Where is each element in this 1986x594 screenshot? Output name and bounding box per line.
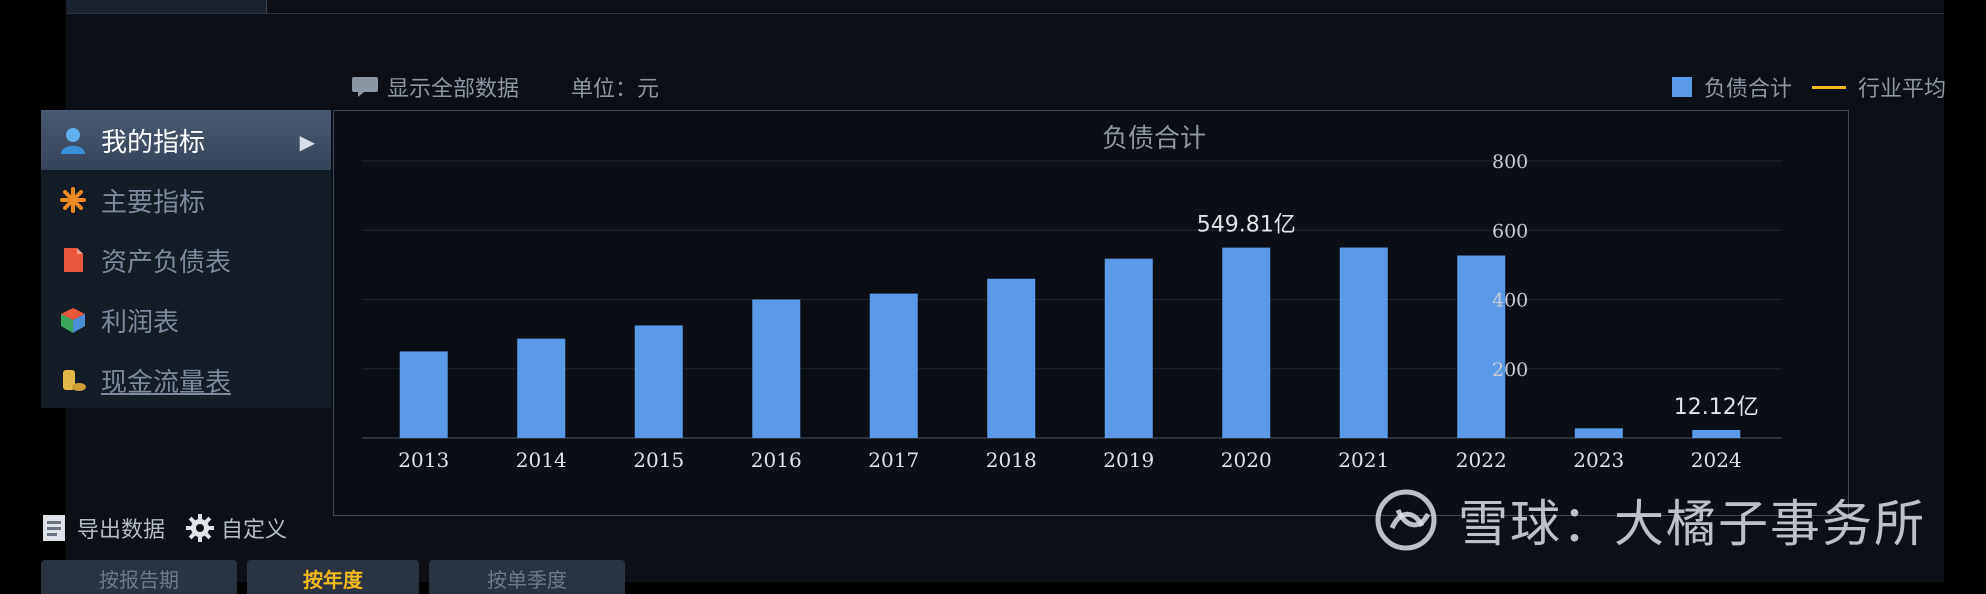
x-tick-label: 2014	[516, 448, 567, 472]
y-tick-label: 200	[1492, 359, 1528, 381]
chart-toolbar: 显示全部数据 单位：元	[352, 72, 659, 102]
bar-2021[interactable]	[1339, 247, 1388, 438]
bar-2023[interactable]	[1574, 428, 1623, 438]
cube-icon	[61, 308, 85, 333]
top-tab[interactable]	[66, 0, 267, 13]
document-icon	[64, 248, 83, 272]
y-tick-label: 800	[1492, 151, 1528, 173]
bar-2022[interactable]	[1457, 255, 1506, 438]
bar-2015[interactable]	[634, 325, 683, 438]
bar-2017[interactable]	[869, 293, 918, 438]
asterisk-icon	[60, 187, 86, 213]
user-icon	[61, 128, 85, 154]
bar-2019[interactable]	[1104, 258, 1153, 438]
tab-by-report-period[interactable]: 按报告期	[41, 560, 237, 594]
customize-label: 自定义	[221, 518, 288, 543]
tab-by-year[interactable]: 按年度	[247, 560, 419, 594]
x-tick-label: 2022	[1456, 448, 1507, 472]
x-tick-label: 2016	[751, 448, 802, 472]
tab-by-quarter[interactable]: 按单季度	[429, 560, 625, 594]
sidebar-item-my-indicators[interactable]: 我的指标 ▶	[41, 110, 331, 170]
legend-line-industry-avg[interactable]	[1811, 85, 1846, 89]
sidebar-item-balance-sheet[interactable]: 资产负债表	[41, 230, 331, 290]
sidebar-item-income-statement[interactable]: 利润表	[41, 290, 331, 350]
bar-2020[interactable]	[1222, 247, 1271, 438]
bar-2014[interactable]	[517, 338, 566, 438]
chart-title: 负债合计	[1102, 124, 1206, 154]
chart-tools: 导出数据 自定义	[41, 510, 307, 546]
y-tick-label: 600	[1492, 220, 1528, 242]
x-tick-label: 2020	[1221, 448, 1272, 472]
x-tick-label: 2017	[868, 448, 919, 472]
comment-icon[interactable]	[352, 77, 378, 97]
bar-2013[interactable]	[399, 351, 448, 438]
bar-2018[interactable]	[987, 278, 1036, 438]
chevron-right-icon: ▶	[299, 130, 315, 154]
top-divider	[66, 13, 1944, 14]
data-label: 12.12亿	[1674, 395, 1759, 420]
export-data-button[interactable]: 导出数据	[41, 512, 165, 544]
sidebar-item-main-indicators[interactable]: 主要指标	[41, 170, 331, 230]
legend-label-industry-avg[interactable]: 行业平均	[1857, 77, 1946, 102]
x-tick-label: 2021	[1338, 448, 1389, 472]
watermark-text: 雪球：大橘子事务所	[1458, 495, 1926, 553]
sidebar: 我的指标 ▶ 主要指标 资产负债表 利润表 现金流量表	[41, 110, 331, 408]
sidebar-item-label: 主要指标	[101, 187, 206, 218]
customize-button[interactable]: 自定义	[185, 512, 287, 544]
sidebar-item-label: 利润表	[101, 307, 180, 338]
sidebar-item-label: 我的指标	[101, 127, 206, 158]
sidebar-item-cash-flow[interactable]: 现金流量表	[41, 350, 331, 410]
gear-icon	[186, 514, 215, 542]
sidebar-item-label: 现金流量表	[101, 367, 232, 398]
unit-label: 单位：元	[571, 77, 660, 102]
bar-2024[interactable]	[1692, 430, 1741, 438]
legend-label-liabilities[interactable]: 负债合计	[1703, 77, 1792, 102]
chart-container: 负债合计 200 400 600 800 2013 2014 2015 2016 2017 201…	[333, 110, 1849, 516]
x-tick-label: 2019	[1103, 448, 1154, 472]
show-all-data-link[interactable]: 显示全部数据	[387, 77, 520, 102]
watermark: 雪球：大橘子事务所	[1374, 484, 1926, 556]
y-tick-label: 400	[1492, 290, 1528, 312]
x-tick-label: 2013	[398, 448, 449, 472]
bar-2016[interactable]	[752, 299, 801, 439]
x-tick-label: 2018	[986, 448, 1037, 472]
export-icon	[43, 515, 65, 541]
coins-icon	[63, 370, 86, 391]
data-label: 549.81亿	[1197, 213, 1296, 238]
x-tick-label: 2023	[1573, 448, 1624, 472]
snowball-logo-icon	[1375, 489, 1437, 551]
chart-legend: 负债合计 行业平均	[1671, 72, 1946, 102]
legend-swatch-liabilities[interactable]	[1671, 77, 1692, 97]
x-tick-label: 2015	[633, 448, 684, 472]
export-label: 导出数据	[77, 518, 166, 543]
bar-chart: 负债合计 200 400 600 800 2013 2014 2015 2016 2017 201…	[362, 124, 1782, 472]
period-tabs: 按报告期 按年度 按单季度	[41, 560, 635, 594]
sidebar-item-label: 资产负债表	[101, 247, 232, 278]
x-tick-label: 2024	[1691, 448, 1742, 472]
